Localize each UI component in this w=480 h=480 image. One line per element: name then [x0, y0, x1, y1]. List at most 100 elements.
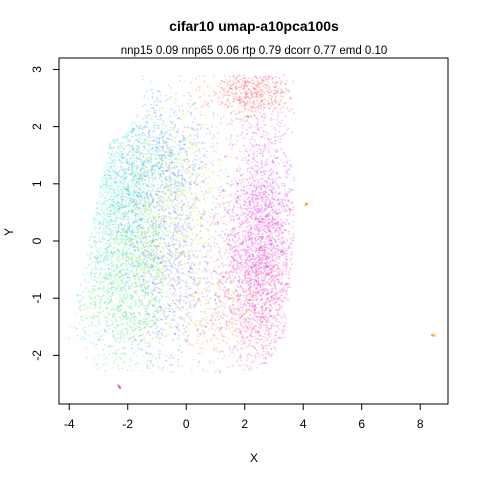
data-point: [271, 296, 273, 299]
data-point: [263, 222, 266, 224]
data-point: [207, 161, 209, 163]
data-point: [179, 125, 182, 128]
data-point: [207, 281, 210, 284]
data-point: [199, 185, 202, 188]
data-point: [266, 238, 269, 241]
data-point: [272, 118, 275, 121]
data-point: [267, 163, 269, 166]
data-point: [246, 150, 249, 153]
data-point: [195, 272, 198, 275]
data-point: [269, 138, 272, 141]
data-point: [290, 241, 292, 244]
data-point: [237, 262, 240, 265]
data-point: [278, 257, 281, 260]
data-point: [259, 235, 262, 238]
data-point: [275, 210, 277, 213]
data-point: [266, 330, 268, 332]
data-point: [268, 266, 271, 268]
data-point: [282, 289, 284, 292]
data-point: [240, 206, 242, 209]
data-point: [196, 146, 199, 149]
data-point: [290, 188, 293, 191]
data-point: [229, 102, 232, 105]
data-point: [104, 262, 107, 265]
data-point: [284, 321, 287, 324]
data-point: [242, 117, 245, 120]
data-point: [126, 218, 128, 221]
data-point: [194, 173, 197, 176]
data-point: [261, 321, 263, 323]
data-point: [265, 316, 267, 318]
data-point: [277, 237, 280, 240]
data-point: [217, 259, 220, 261]
data-point: [245, 185, 248, 188]
data-point: [200, 223, 202, 225]
data-point: [255, 256, 258, 259]
data-point: [232, 317, 235, 320]
data-point: [286, 194, 289, 197]
data-point: [232, 246, 235, 249]
data-point: [238, 74, 241, 77]
data-point: [254, 309, 256, 312]
data-point: [239, 353, 242, 355]
data-point: [228, 143, 231, 146]
data-point: [272, 302, 275, 305]
data-point: [271, 81, 274, 84]
data-point: [262, 108, 265, 110]
data-point: [276, 212, 279, 215]
data-point: [88, 239, 91, 242]
data-point: [248, 284, 251, 286]
data-point: [259, 187, 262, 190]
data-point: [246, 128, 248, 131]
data-point: [265, 328, 268, 330]
data-point: [202, 369, 205, 372]
data-point: [218, 371, 221, 374]
data-point: [232, 264, 235, 266]
data-point: [110, 171, 112, 173]
data-point: [284, 165, 287, 168]
data-point: [216, 277, 219, 279]
data-point: [126, 243, 129, 246]
data-point: [266, 218, 269, 220]
data-point: [278, 192, 281, 195]
data-point: [227, 290, 230, 293]
data-point: [171, 294, 174, 297]
data-point: [255, 276, 257, 278]
data-point: [255, 132, 258, 135]
data-point: [252, 190, 255, 193]
data-point: [279, 283, 282, 285]
data-point: [180, 122, 183, 124]
data-point: [242, 274, 244, 276]
data-point: [194, 323, 197, 326]
data-point: [228, 204, 231, 207]
data-point: [255, 315, 258, 318]
data-point: [176, 236, 179, 239]
data-point: [242, 309, 245, 312]
data-point: [267, 204, 270, 207]
data-point: [252, 266, 254, 269]
data-point: [283, 286, 286, 289]
data-point: [252, 233, 254, 236]
data-point: [223, 172, 226, 175]
data-point: [246, 85, 248, 88]
data-point: [251, 132, 254, 134]
data-point: [135, 270, 138, 273]
data-point: [252, 168, 254, 171]
data-point: [242, 178, 245, 181]
data-point: [262, 229, 264, 232]
data-point: [188, 273, 190, 276]
data-point: [283, 188, 286, 191]
data-point: [235, 313, 238, 316]
data-point: [247, 302, 250, 304]
data-point: [257, 312, 260, 315]
data-point: [263, 318, 266, 321]
data-point: [232, 312, 235, 315]
data-point: [254, 218, 257, 221]
data-point: [129, 279, 131, 282]
data-point: [256, 274, 259, 277]
data-point: [274, 222, 277, 225]
data-point: [238, 245, 241, 248]
data-point: [176, 233, 179, 235]
data-point: [280, 306, 283, 308]
data-point: [268, 291, 271, 293]
